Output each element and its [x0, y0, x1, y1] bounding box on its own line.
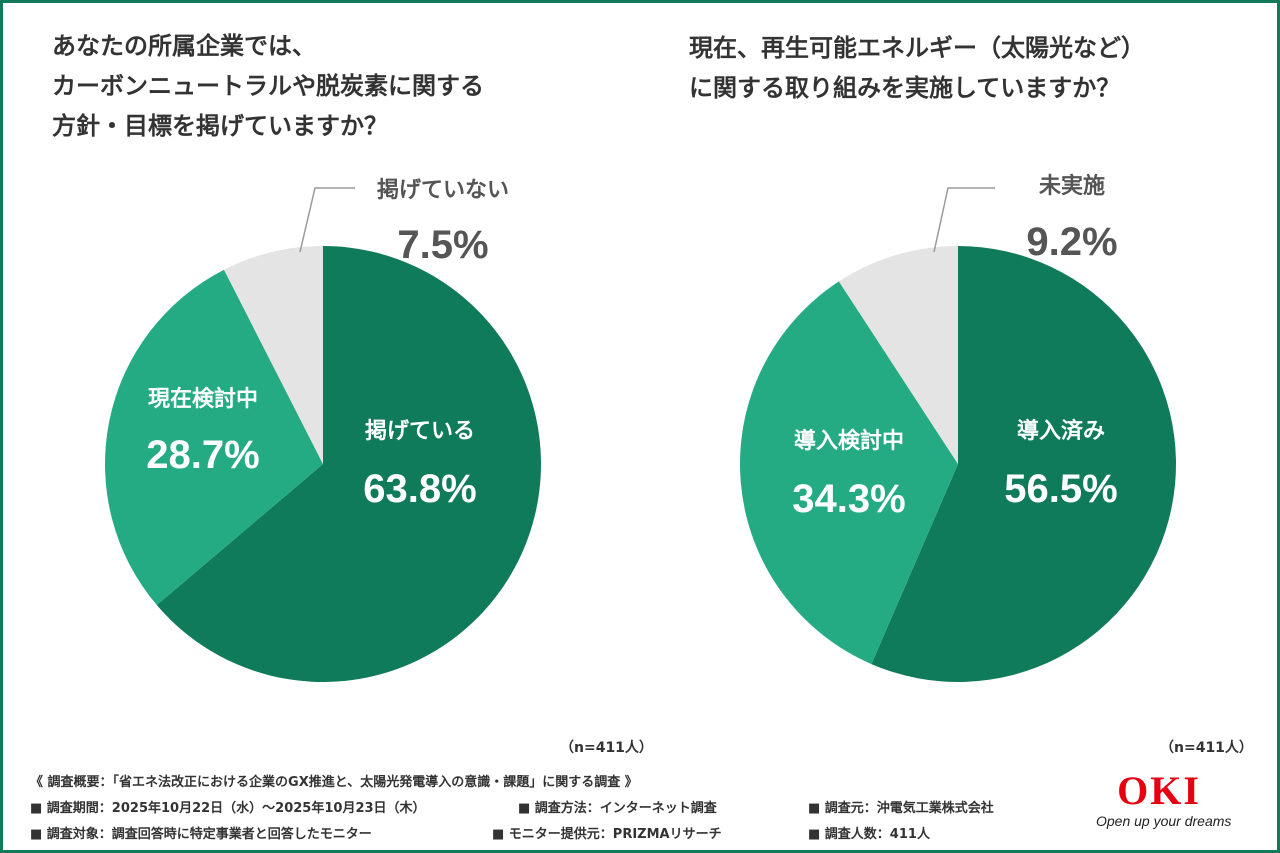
chart1-slice-label: 現在検討中: [148, 386, 258, 412]
chart1-title-line: 方針・目標を掲げていますか？: [52, 112, 388, 140]
survey-provider: ■ モニター提供元：PRIZMAリサーチ: [492, 827, 722, 842]
survey-overview: 《 調査概要：「省エネ法改正における企業のGX推進と、太陽光発電導入の意識・課題…: [30, 775, 638, 790]
survey-target: ■ 調査対象：調査回答時に特定事業者と回答したモニター: [30, 827, 372, 842]
chart1-slice-3: [224, 246, 323, 464]
chart1-leader-line: [299, 187, 355, 253]
chart2-slice-label: 導入検討中: [794, 428, 904, 454]
survey-method: ■ 調査方法：インターネット調査: [518, 801, 717, 816]
logo-tagline: Open up your dreams: [1096, 813, 1232, 829]
chart1-title: あなたの所属企業では、 カーボンニュートラルや脱炭素に関する 方針・目標を掲げて…: [52, 26, 612, 146]
chart1-slice-value: 63.8%: [363, 467, 476, 511]
chart1-sample-size: （n=411人）: [560, 740, 653, 756]
oki-logo: OKI Open up your dreams: [1096, 768, 1246, 830]
chart2-slice-label: 導入済み: [1017, 418, 1105, 444]
chart2-slice-label: 未実施: [1039, 173, 1105, 199]
chart2-slice-2: [740, 281, 958, 665]
chart1-slice-label: 掲げている: [365, 418, 475, 444]
survey-respondents: ■ 調査人数：411人: [808, 827, 930, 842]
chart2-slice-value: 9.2%: [1026, 220, 1117, 264]
chart2-title: 現在、再生可能エネルギー（太陽光など） に関する取り組みを実施していますか？: [689, 28, 1249, 108]
chart1-slice-value: 7.5%: [397, 223, 488, 267]
chart2-sample-size: （n=411人）: [1160, 740, 1253, 756]
logo-mark: OKI: [1117, 768, 1201, 813]
chart1-slice-value: 28.7%: [146, 433, 259, 477]
chart2-slice-3: [838, 246, 958, 464]
survey-organizer: ■ 調査元：沖電気工業株式会社: [808, 801, 994, 816]
chart2-title-line: 現在、再生可能エネルギー（太陽光など）: [689, 34, 1145, 62]
chart1-slice-1: [156, 246, 542, 682]
chart2-leader-line: [933, 187, 995, 253]
survey-period: ■ 調査期間：2025年10月22日（水）～2025年10月23日（木）: [30, 801, 426, 816]
chart2-slice-1: [871, 246, 1176, 683]
chart1-title-line: カーボンニュートラルや脱炭素に関する: [52, 72, 484, 100]
chart1-slice-label: 掲げていない: [377, 177, 509, 203]
chart2-slice-value: 56.5%: [1004, 467, 1117, 511]
chart1-slice-2: [105, 269, 323, 606]
chart1-title-line: あなたの所属企業では、: [52, 32, 316, 60]
chart2-title-line: に関する取り組みを実施していますか？: [689, 74, 1121, 102]
chart2-slice-value: 34.3%: [792, 477, 905, 521]
